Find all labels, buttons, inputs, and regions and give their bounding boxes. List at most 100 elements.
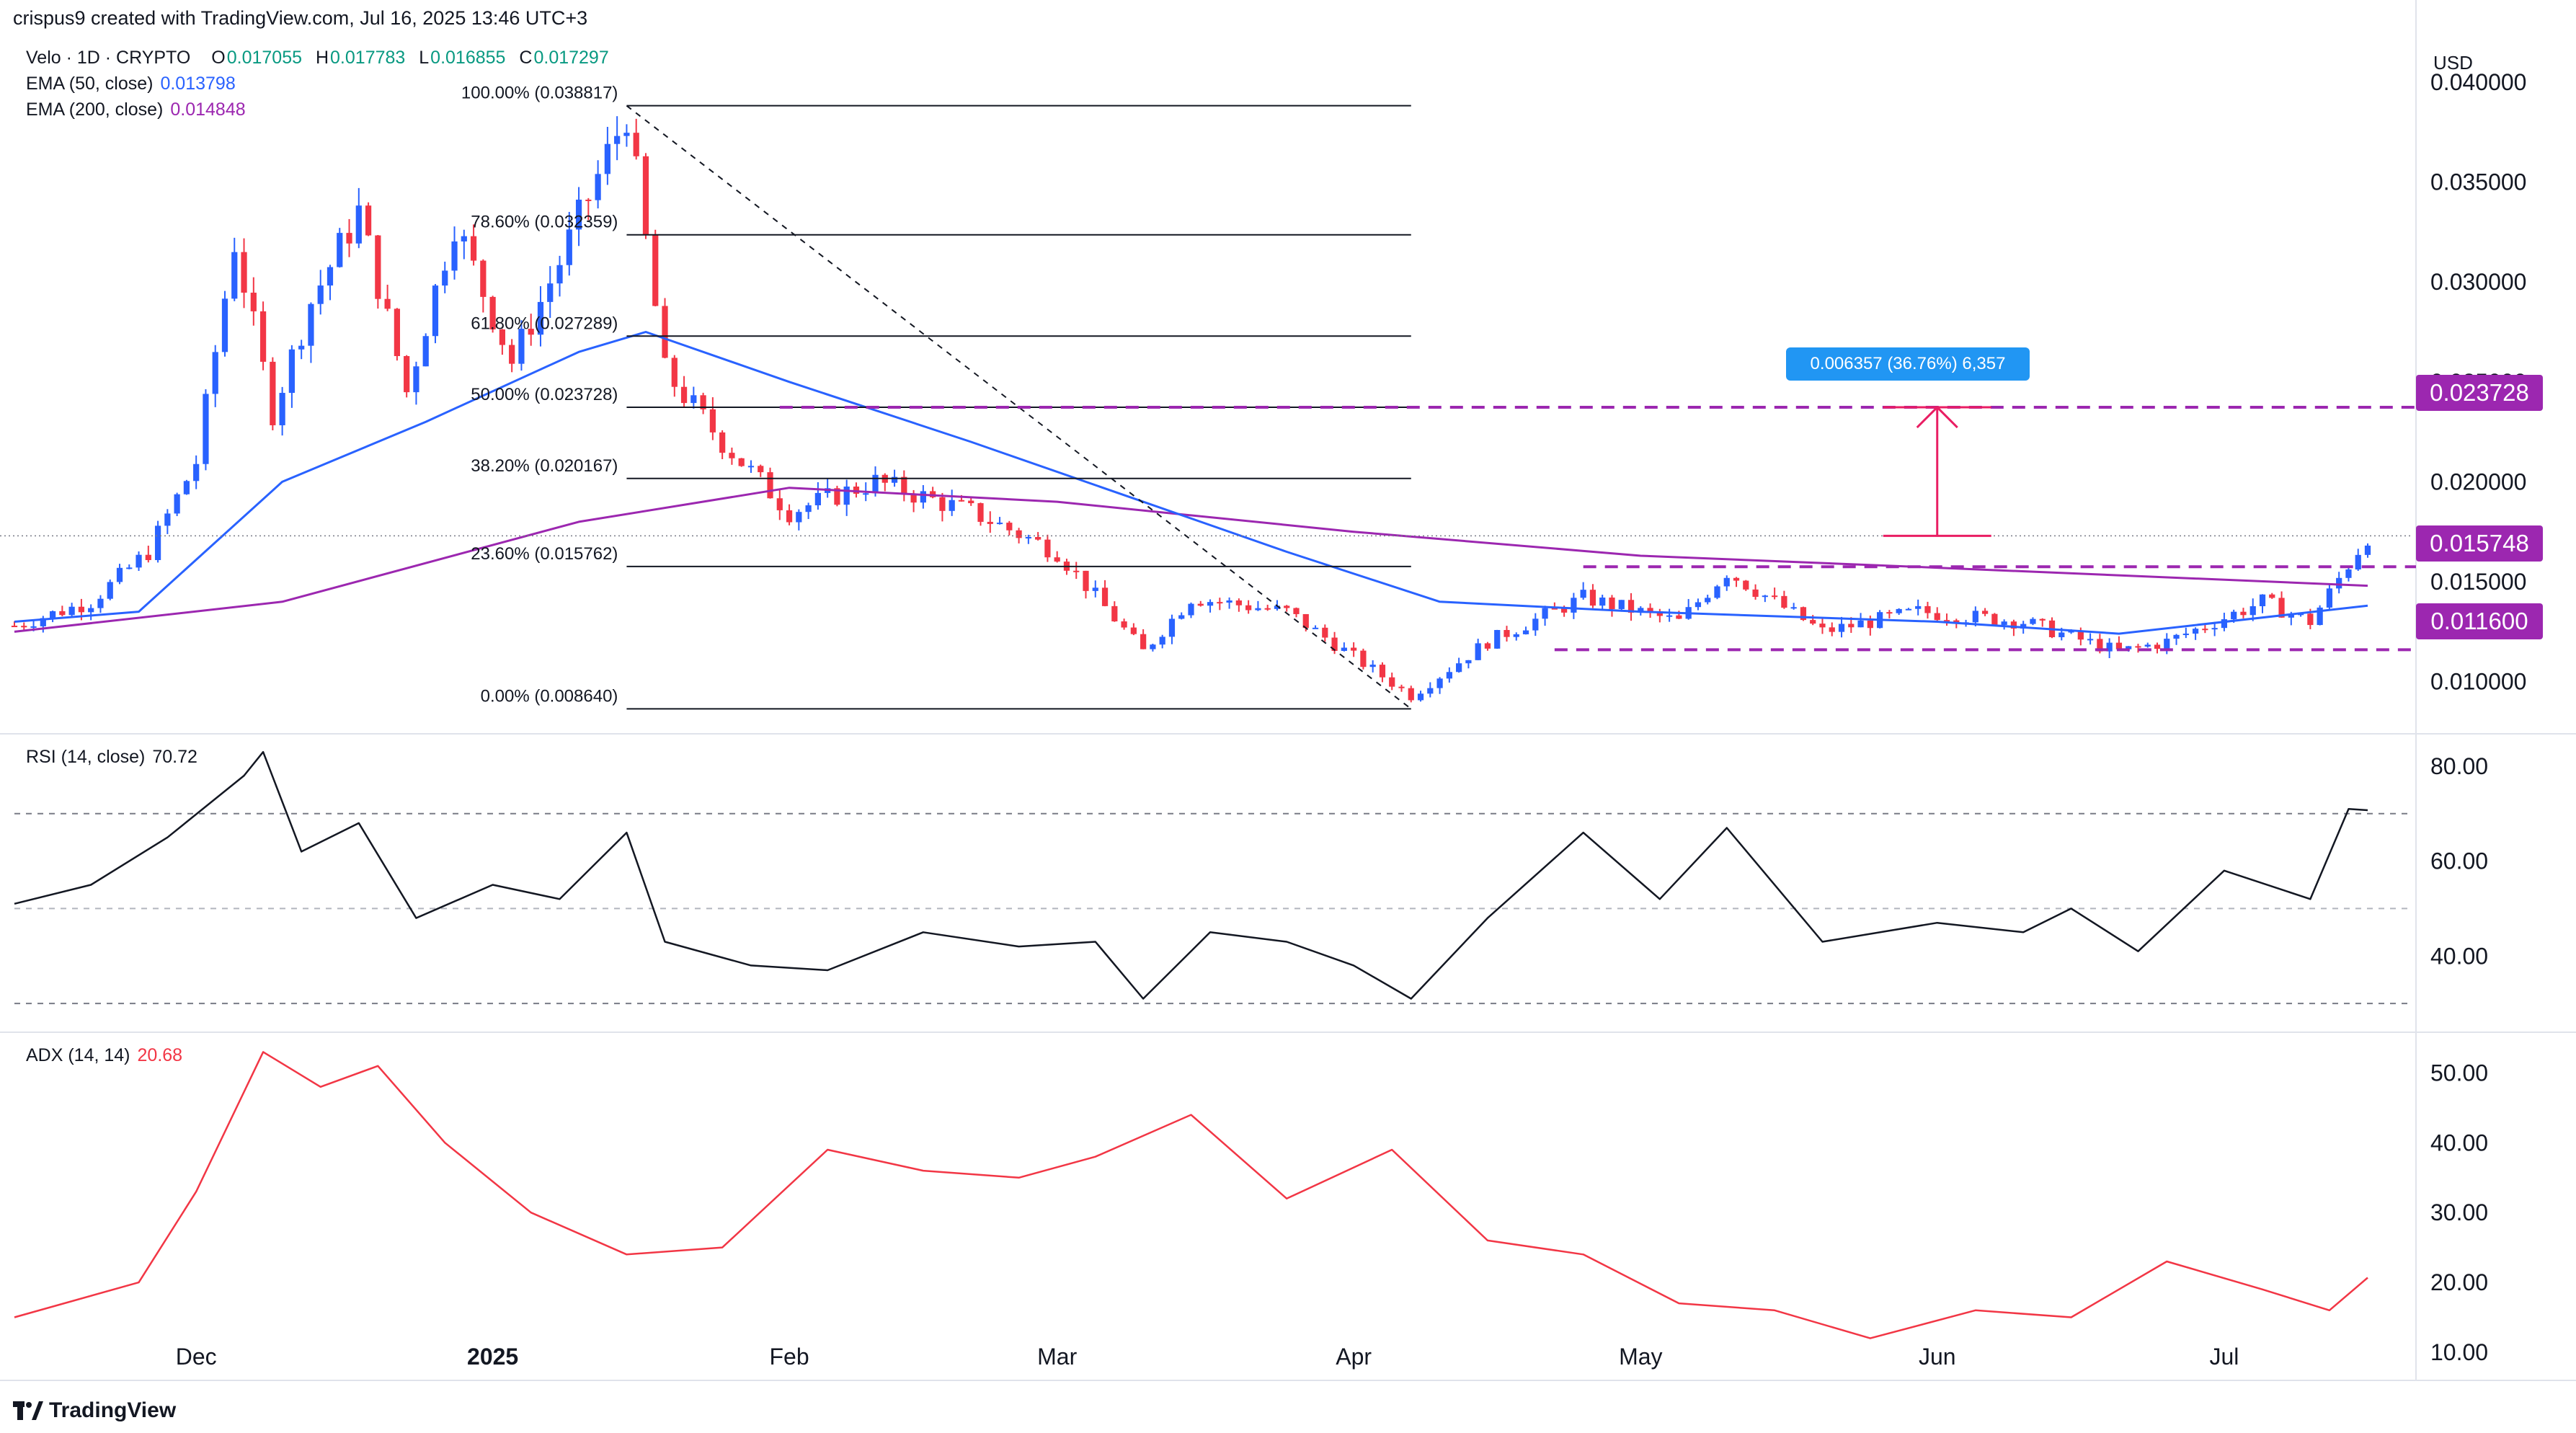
candle-body: [968, 500, 974, 504]
candle-body: [1656, 611, 1663, 616]
candle-body: [2106, 642, 2113, 652]
candle-body: [528, 329, 534, 335]
candle-body: [1006, 523, 1013, 531]
candle-body: [1484, 643, 1491, 649]
time-axis-label: Mar: [1037, 1344, 1077, 1370]
ema200-value: 0.014848: [170, 99, 246, 120]
price-axis-label: 0.030000: [2430, 269, 2526, 295]
candle-body: [853, 487, 860, 494]
candle-body: [872, 474, 879, 494]
tradingview-logo[interactable]: TradingView: [13, 1398, 176, 1423]
candle-body: [1886, 612, 1893, 614]
candle-body: [1092, 587, 1098, 591]
candle-body: [1475, 643, 1481, 660]
candle-body: [346, 233, 352, 244]
candle-body: [2240, 611, 2247, 616]
ohlc-open-value: 0.017055: [226, 48, 303, 68]
candle-body: [59, 611, 66, 616]
candle-body: [509, 345, 515, 364]
time-axis-label: Apr: [1336, 1344, 1372, 1370]
candle-body: [1264, 608, 1271, 610]
candle-body: [1609, 597, 1615, 609]
candle-body: [1369, 665, 1376, 667]
symbol-name: Velo · 1D · CRYPTO: [26, 48, 191, 68]
candle-body: [97, 598, 104, 608]
candle-body: [2154, 644, 2161, 649]
candle-body: [1245, 605, 1252, 611]
candle-body: [212, 352, 218, 394]
candle-body: [786, 510, 793, 523]
candle-body: [337, 233, 343, 267]
candle-body: [203, 394, 209, 464]
ohlc-high-label: H: [315, 48, 329, 68]
candle-body: [2077, 630, 2084, 640]
candle-body: [250, 293, 257, 311]
candle-body: [700, 395, 706, 409]
candle-body: [432, 285, 439, 337]
time-axis-label: May: [1619, 1344, 1662, 1370]
candle-body: [1666, 615, 1673, 617]
currency-label[interactable]: USD: [2433, 52, 2473, 74]
candle-body: [241, 252, 247, 293]
adx-line: [14, 1051, 2368, 1339]
adx-legend: ADX (14, 14) 20.68: [26, 1045, 182, 1066]
candle-body: [1819, 624, 1826, 628]
candle-body: [2336, 577, 2342, 589]
rsi-label: RSI (14, close): [26, 747, 146, 767]
candle-body: [88, 608, 94, 613]
price-axis-label: 0.020000: [2430, 469, 2526, 494]
candle-body: [1542, 608, 1548, 619]
candle-body: [384, 298, 391, 309]
candle-body: [1790, 607, 1797, 609]
candle-body: [747, 466, 755, 468]
ohlc-close-value: 0.017297: [533, 48, 609, 68]
candle-body: [136, 554, 142, 568]
candle-body: [413, 366, 419, 393]
candle-body: [1972, 611, 1978, 623]
candle-body: [1571, 598, 1577, 613]
candle-body: [2249, 606, 2256, 616]
candle-body: [1341, 647, 1347, 651]
adx-axis-label: 50.00: [2430, 1060, 2488, 1086]
candle-body: [308, 303, 314, 346]
candle-body: [1111, 605, 1118, 622]
ohlc-close-label: C: [519, 48, 533, 68]
candle-body: [2317, 607, 2323, 626]
candle-body: [442, 270, 448, 286]
candle-body: [422, 336, 429, 367]
rsi-line: [14, 750, 2368, 1000]
fib-level-label: 38.20% (0.020167): [471, 456, 618, 476]
candle-body: [738, 458, 745, 466]
candle-body: [1121, 621, 1127, 628]
fib-level-label: 23.60% (0.015762): [471, 544, 618, 564]
candle-body: [1130, 627, 1137, 634]
candle-body: [1829, 627, 1835, 632]
price-range-measure-label: 0.006357 (36.76%) 6,357: [1786, 347, 2030, 381]
candle-body: [1627, 600, 1635, 613]
candle-body: [154, 525, 161, 560]
candle-body: [623, 133, 630, 136]
price-tag-middle: 0.015748: [2416, 525, 2543, 562]
candle-body: [814, 492, 821, 506]
candle-body: [279, 393, 285, 425]
candle-body: [1867, 620, 1873, 629]
candle-body: [30, 626, 37, 628]
candle-body: [1714, 586, 1720, 598]
candle-body: [1504, 629, 1510, 637]
candle-body: [671, 358, 678, 387]
candle-body: [987, 521, 993, 524]
candle-body: [1140, 634, 1147, 649]
candle-body: [1991, 613, 1998, 625]
candle-body: [2269, 594, 2275, 598]
rsi-legend: RSI (14, close) 70.72: [26, 747, 197, 768]
candle-body: [451, 241, 458, 271]
time-axis-label: Feb: [769, 1344, 809, 1370]
candle-body: [1016, 530, 1022, 538]
candle-body: [1561, 608, 1568, 613]
candle-body: [1896, 608, 1902, 613]
candle-body: [183, 481, 190, 494]
candle-body: [1408, 688, 1414, 701]
time-axis-label: 2025: [467, 1344, 518, 1370]
candle-body: [259, 311, 267, 362]
